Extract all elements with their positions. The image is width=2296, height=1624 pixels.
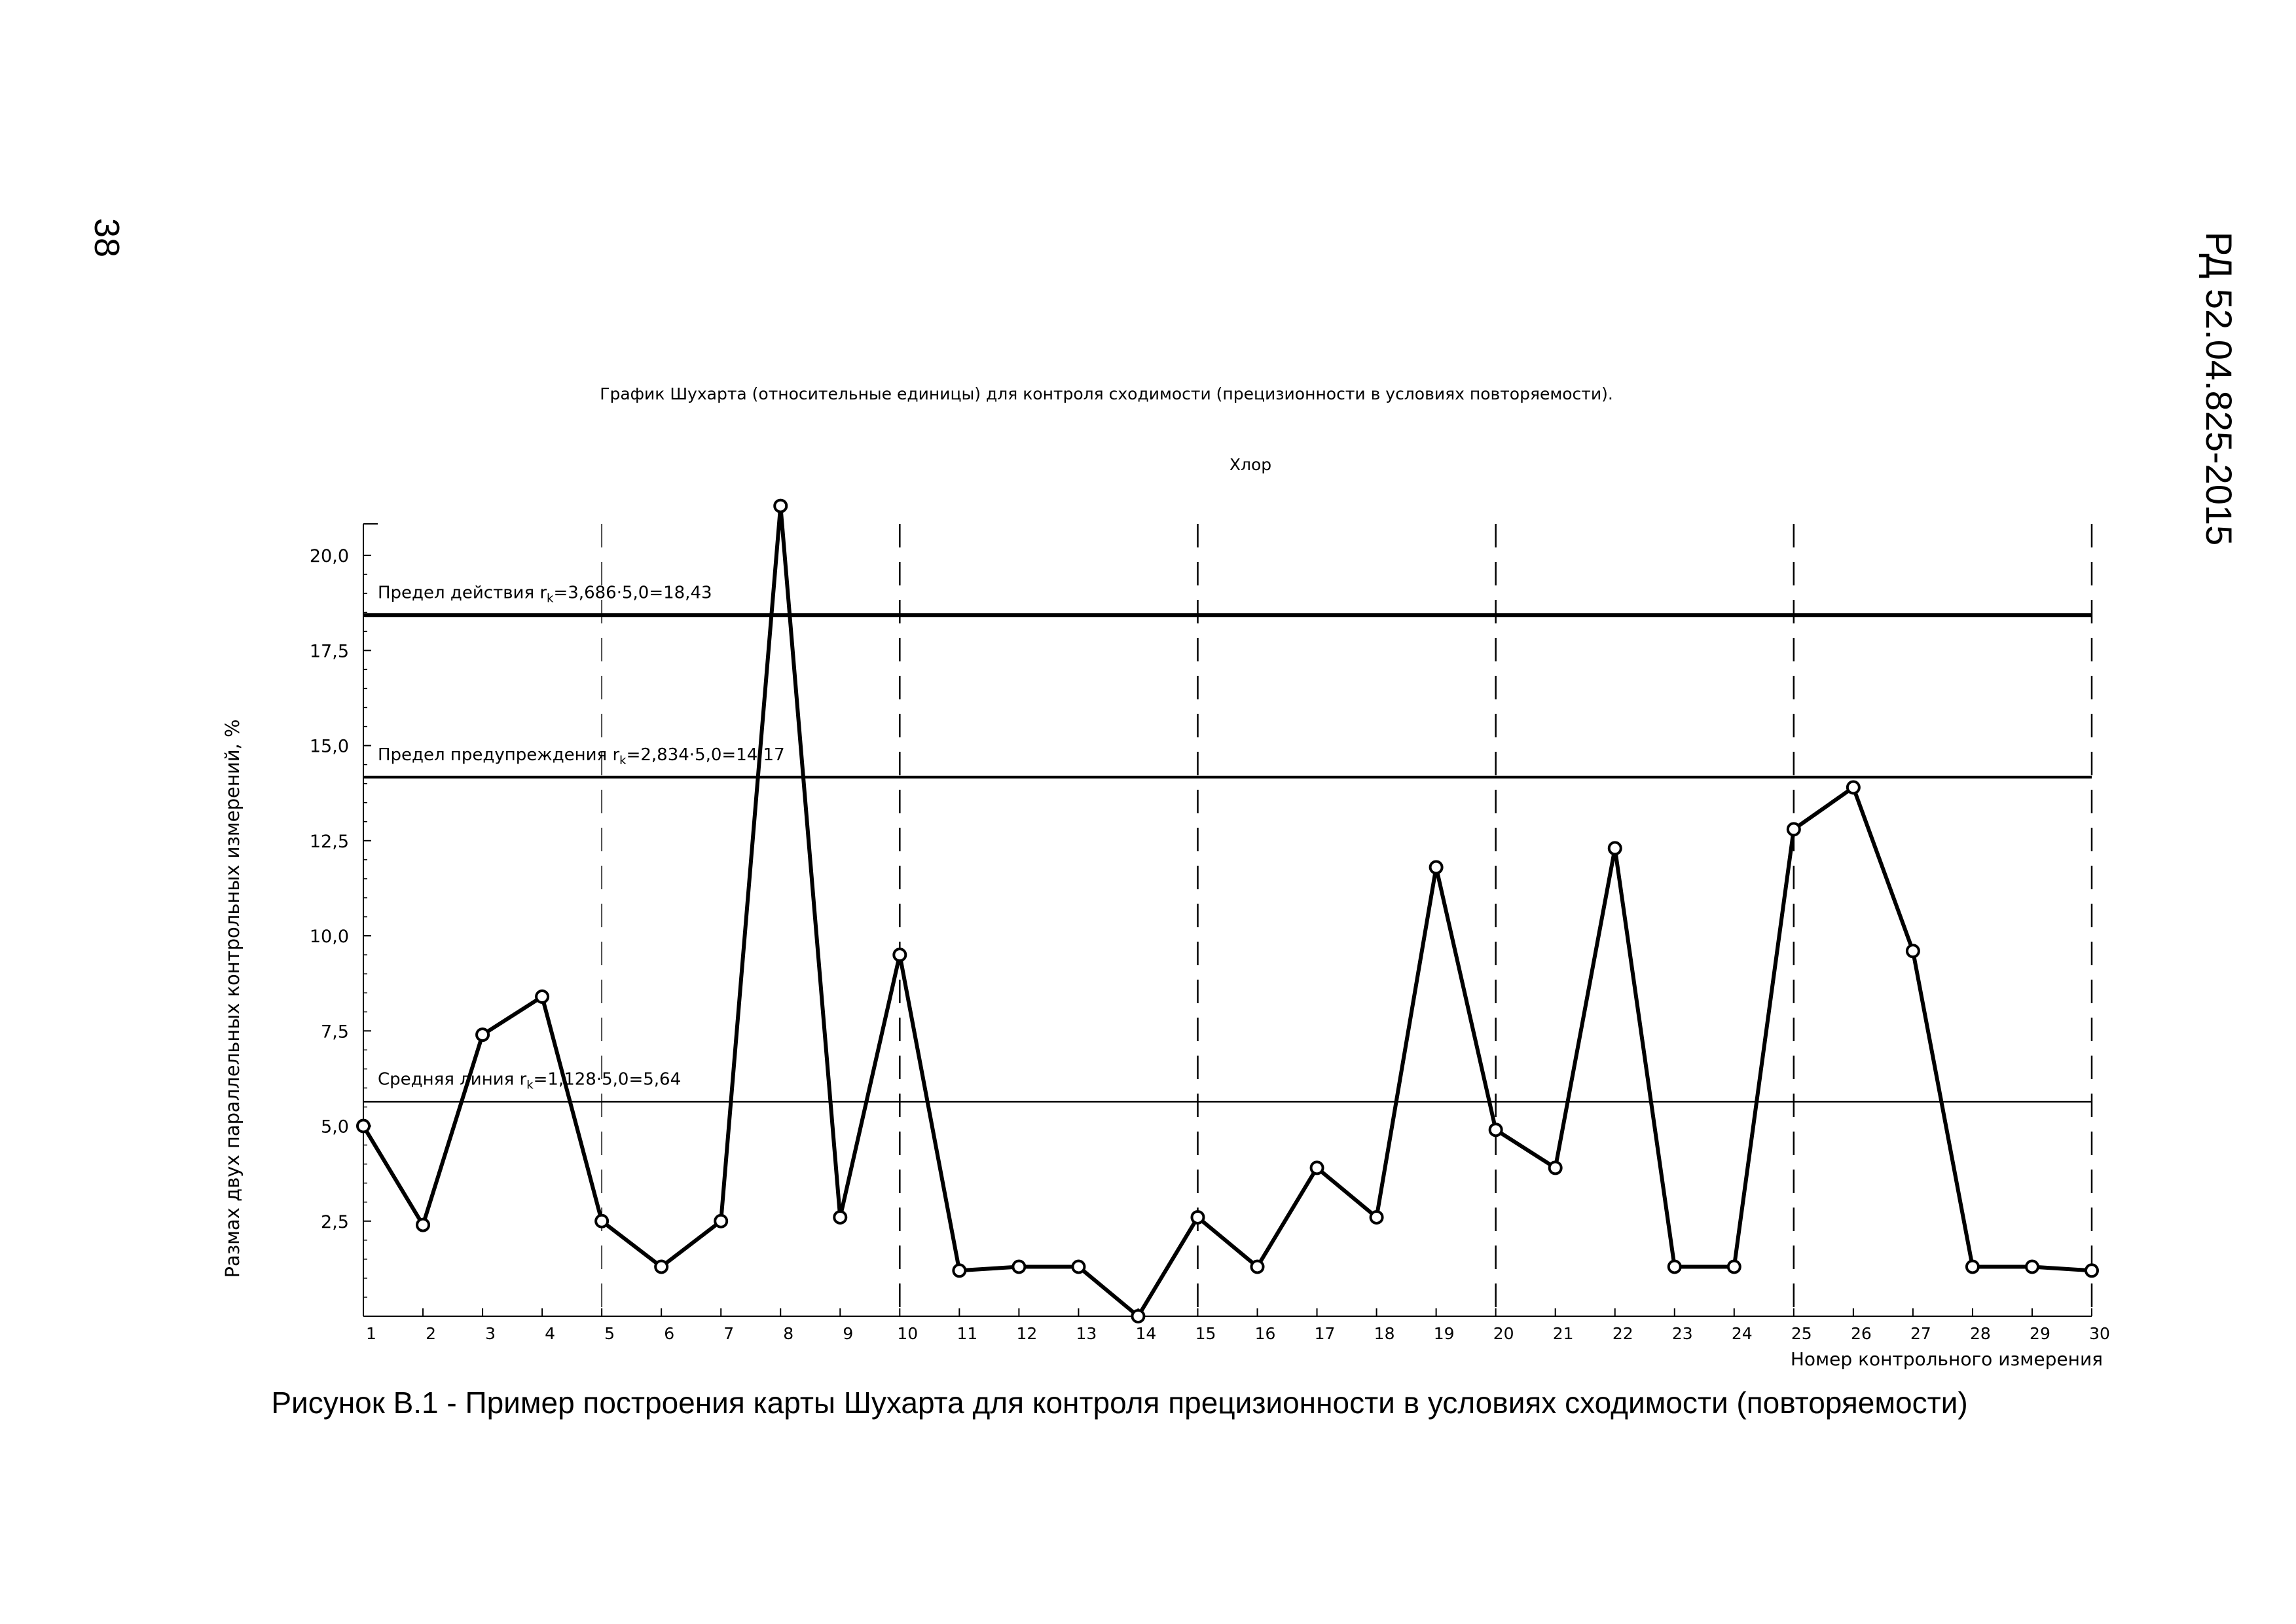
axes: [363, 523, 2092, 1317]
x-tick-label: 11: [957, 1324, 977, 1343]
x-tick-label: 16: [1255, 1324, 1276, 1343]
x-tick-label: 18: [1374, 1324, 1395, 1343]
data-point: [1786, 822, 1801, 837]
x-tick-label: 2: [426, 1324, 436, 1343]
chart-subtitle: Хлор: [1230, 455, 1271, 474]
y-tick-label: 10,0: [310, 927, 349, 947]
x-tick-label: 15: [1195, 1324, 1216, 1343]
data-point: [1667, 1259, 1682, 1274]
data-point: [1429, 860, 1444, 875]
x-tick-labels: 1 2 3 4 5 6 7 8 9 10 11 12 13 14 15 16 17 18 19 20 21 22 23 24 2…: [366, 1324, 2110, 1343]
data-point: [594, 1213, 610, 1228]
data-point: [1071, 1259, 1086, 1274]
x-tick-label: 19: [1434, 1324, 1455, 1343]
x-tick-label: 9: [843, 1324, 853, 1343]
x-tick-label: 5: [604, 1324, 615, 1343]
x-tick-label: 25: [1791, 1324, 1812, 1343]
x-tick-label: 30: [2089, 1324, 2110, 1343]
x-tick-label: 28: [1970, 1324, 1991, 1343]
x-tick-label: 17: [1315, 1324, 1336, 1343]
data-series: [356, 498, 2099, 1323]
y-axis-label: Размах двух параллельных контрольных изм…: [221, 719, 244, 1278]
data-point: [1548, 1160, 1563, 1175]
data-point: [1011, 1259, 1027, 1274]
data-point: [892, 948, 907, 963]
series-line: [361, 504, 2092, 1318]
data-point: [1905, 944, 1920, 959]
data-point: [2024, 1259, 2039, 1274]
x-tick-label: 22: [1613, 1324, 1633, 1343]
y-tick-label: 5,0: [321, 1117, 349, 1137]
data-point: [654, 1259, 669, 1274]
y-tick-label: 7,5: [321, 1022, 349, 1042]
data-point: [416, 1217, 431, 1232]
x-tick-label: 14: [1136, 1324, 1157, 1343]
data-point: [1965, 1259, 1980, 1274]
data-point: [773, 498, 788, 513]
data-point: [714, 1213, 729, 1228]
x-tick-label: 20: [1493, 1324, 1514, 1343]
control-line-label: Предел предупреждения rk=2,834·5,0=14,17: [378, 745, 785, 767]
x-tick-label: 4: [545, 1324, 555, 1343]
control-line-label: Средняя линия rk=1,128·5,0=5,64: [378, 1069, 681, 1092]
data-point: [475, 1027, 490, 1043]
data-point: [356, 1118, 371, 1134]
data-point: [1726, 1259, 1741, 1274]
control-lines: Предел действия rk=3,686·5,0=18,43 Предел…: [363, 583, 2092, 1103]
x-tick-label: 8: [783, 1324, 793, 1343]
x-tick-label: 26: [1851, 1324, 1872, 1343]
data-point: [1131, 1309, 1146, 1323]
x-tick-label: 6: [664, 1324, 674, 1343]
x-tick-label: 7: [723, 1324, 734, 1343]
data-point: [952, 1263, 967, 1278]
x-tick-label: 29: [2030, 1324, 2050, 1343]
y-tick-label: 17,5: [310, 641, 349, 661]
x-tick-label: 23: [1672, 1324, 1693, 1343]
y-tick-label: 20,0: [310, 546, 349, 566]
x-tick-label: 24: [1732, 1324, 1753, 1343]
x-tick-label: 27: [1910, 1324, 1931, 1343]
control-line-label: Предел действия rk=3,686·5,0=18,43: [378, 583, 712, 605]
vertical-dashed-lines: [601, 524, 2093, 1316]
data-point: [1846, 780, 1861, 795]
chart-title: График Шухарта (относительные единицы) д…: [600, 384, 1613, 403]
x-tick-label: 3: [485, 1324, 496, 1343]
x-tick-label: 21: [1553, 1324, 1574, 1343]
data-point: [1190, 1209, 1205, 1225]
data-point: [1607, 841, 1622, 856]
figure-caption: Рисунок В.1 - Пример построения карты Шу…: [271, 1386, 1968, 1420]
data-point: [1250, 1259, 1265, 1274]
y-tick-label: 2,5: [321, 1212, 349, 1232]
y-tick-label: 15,0: [310, 737, 349, 757]
x-tick-label: 13: [1076, 1324, 1097, 1343]
data-point: [2085, 1263, 2099, 1278]
x-tick-label: 12: [1016, 1324, 1037, 1343]
data-point: [1488, 1122, 1503, 1137]
data-point: [833, 1209, 848, 1225]
x-axis-label: Номер контрольного измерения: [1791, 1348, 2103, 1370]
data-point: [535, 989, 550, 1004]
data-point: [1309, 1160, 1324, 1175]
y-tick-labels: 2,5 5,0 7,5 10,0 12,5 15,0 17,5 20,0: [310, 546, 349, 1232]
x-tick-label: 1: [366, 1324, 376, 1343]
x-tick-label: 10: [897, 1324, 918, 1343]
y-tick-label: 12,5: [310, 832, 349, 852]
data-point: [1369, 1209, 1384, 1225]
